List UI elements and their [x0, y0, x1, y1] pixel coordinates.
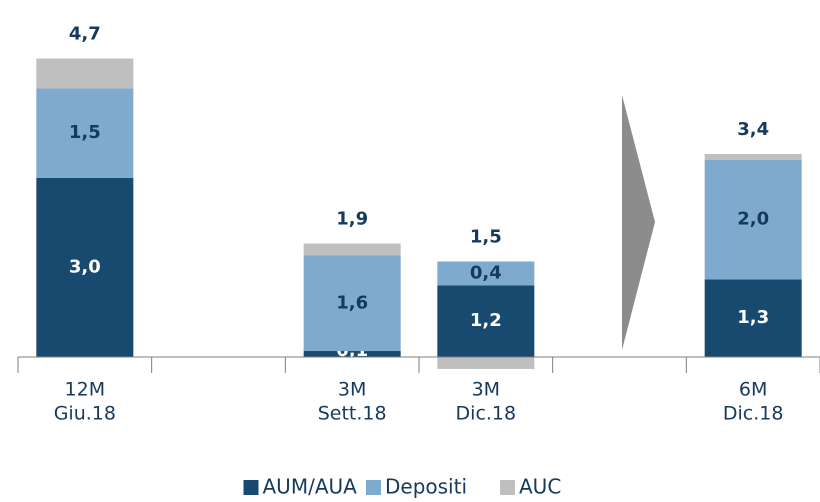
bar-segment	[303, 255, 401, 352]
legend-label: AUM/AUA	[263, 475, 358, 499]
legend-label: Depositi	[385, 475, 467, 499]
bar-segment	[303, 351, 401, 357]
bar-segment	[36, 58, 134, 89]
bar-segment	[704, 159, 802, 280]
x-tick-label: 3M	[338, 379, 366, 401]
x-tick-label: Dic.18	[723, 403, 784, 425]
bar-segment	[437, 285, 535, 357]
total-label: 1,9	[336, 209, 368, 230]
bar-segment	[36, 88, 134, 178]
value-label: 1,6	[336, 292, 368, 313]
arrow	[622, 95, 655, 350]
value-label: 2,0	[737, 209, 769, 230]
total-label: 3,4	[737, 119, 769, 140]
legend-swatch	[500, 480, 515, 495]
value-label: 3,0	[69, 256, 101, 277]
total-label: 4,7	[69, 24, 101, 45]
bar-segment	[437, 261, 535, 286]
x-tick-label: 6M	[739, 379, 767, 401]
value-label: 1,2	[470, 310, 502, 331]
bar-segment	[704, 154, 802, 160]
value-label: 1,3	[737, 307, 769, 328]
value-label: 1,5	[69, 122, 101, 143]
x-tick-label: Sett.18	[318, 403, 387, 425]
bar-segment	[36, 177, 134, 357]
x-tick-label: 3M	[472, 379, 500, 401]
value-label: 0,4	[470, 262, 502, 283]
bar-segment	[704, 279, 802, 357]
legend-label: AUC	[519, 475, 561, 499]
legend-swatch	[243, 480, 259, 495]
bar-segment	[303, 243, 401, 256]
legend-swatch	[366, 480, 381, 495]
x-tick-label: Giu.18	[54, 403, 116, 425]
x-tick-label: 12M	[65, 379, 106, 401]
bar-segment	[437, 357, 535, 369]
total-label: 1,5	[470, 226, 502, 247]
x-tick-label: Dic.18	[456, 403, 517, 425]
